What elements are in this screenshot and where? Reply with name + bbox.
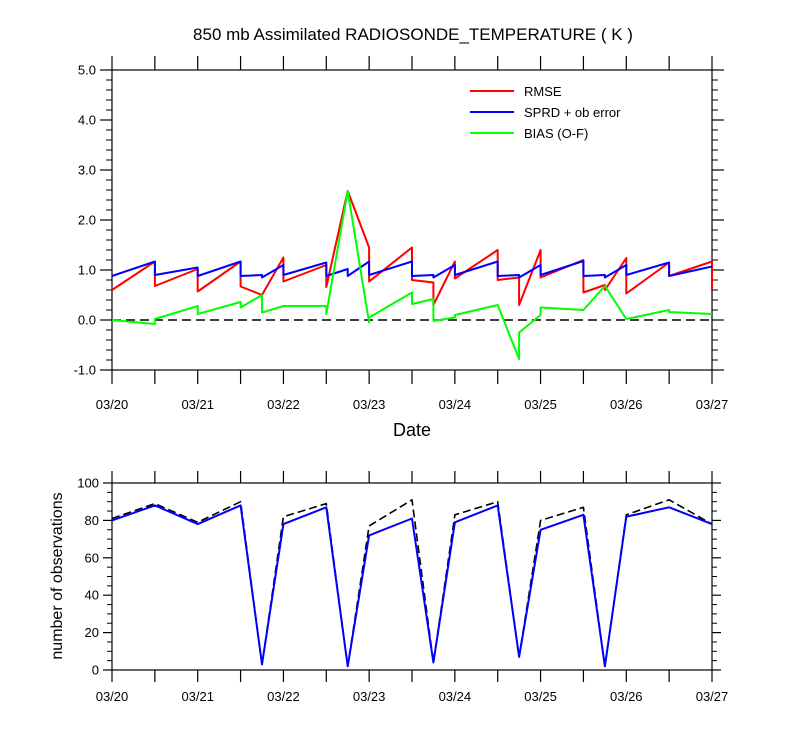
bottom-y-tick-label: 20 <box>85 625 99 640</box>
top-y-tick-label: 1.0 <box>78 263 96 278</box>
top-y-tick-label: 0.0 <box>78 313 96 328</box>
top-x-tick-label: 03/21 <box>181 397 214 412</box>
top-y-tick-label: 5.0 <box>78 63 96 78</box>
legend-label: RMSE <box>524 84 562 99</box>
bottom-x-tick-label: 03/21 <box>181 689 214 704</box>
bottom-x-tick-label: 03/22 <box>267 689 300 704</box>
bottom-y-tick-label: 0 <box>92 663 99 678</box>
top-plot-panel: 03/20 03/21 03/22 03/23 03/24 03/25 03/26 03/27… <box>74 56 729 412</box>
legend-label: SPRD + ob error <box>524 105 621 120</box>
x-axis-label: Date <box>393 420 431 440</box>
bottom-x-tick-label: 03/20 <box>96 689 129 704</box>
y-axis-label-observations: number of observations <box>49 492 66 659</box>
bottom-x-tick-label: 03/25 <box>524 689 557 704</box>
bottom-y-tick-label: 100 <box>77 476 99 491</box>
top-y-tick-label: 3.0 <box>78 163 96 178</box>
bottom-plot-panel: 03/20 03/21 03/22 03/23 03/24 03/25 03/26 03/27… <box>77 471 728 704</box>
top-x-tick-label: 03/26 <box>610 397 643 412</box>
top-y-tick-label: 2.0 <box>78 213 96 228</box>
top-frame <box>111 69 713 371</box>
bottom-y-tick-label: 40 <box>85 588 99 603</box>
series-sprd-ob-error-line <box>111 260 713 279</box>
bottom-y-tick-label: 60 <box>85 550 99 565</box>
series-assimilated-line <box>111 504 713 668</box>
series-bias-o-f-line <box>111 190 713 360</box>
bottom-x-tick-label: 03/26 <box>610 689 643 704</box>
bottom-x-tick-label: 03/24 <box>439 689 472 704</box>
bottom-y-tick-label: 80 <box>85 513 99 528</box>
top-x-tick-label: 03/25 <box>524 397 557 412</box>
top-x-tick-label: 03/22 <box>267 397 300 412</box>
series-rmse-line <box>111 190 713 306</box>
legend-label: BIAS (O-F) <box>524 126 588 141</box>
bottom-frame <box>111 482 713 671</box>
top-x-tick-label: 03/20 <box>96 397 129 412</box>
bottom-x-tick-label: 03/23 <box>353 689 386 704</box>
top-x-tick-label: 03/23 <box>353 397 386 412</box>
top-y-tick-label: 4.0 <box>78 113 96 128</box>
top-x-tick-label: 03/24 <box>439 397 472 412</box>
bottom-x-tick-label: 03/27 <box>696 689 729 704</box>
top-x-tick-label: 03/27 <box>696 397 729 412</box>
top-y-tick-label: -1.0 <box>74 363 96 378</box>
chart-title: 850 mb Assimilated RADIOSONDE_TEMPERATUR… <box>193 25 633 44</box>
